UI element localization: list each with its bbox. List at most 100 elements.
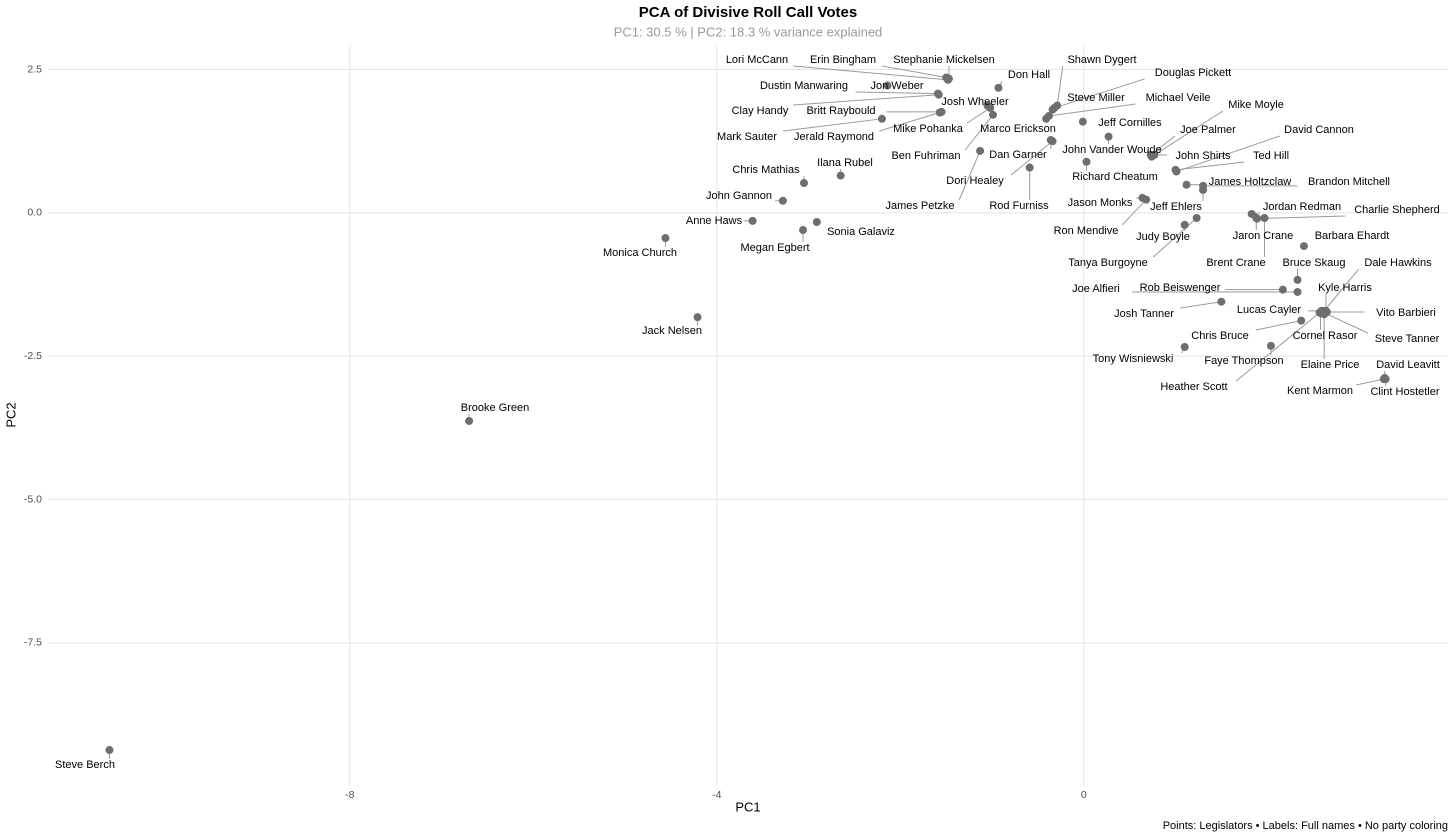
- label-connector: [1235, 312, 1320, 382]
- point-label: Ben Fuhriman: [891, 150, 960, 162]
- point-label: Kent Marmon: [1287, 385, 1353, 397]
- point-label: Jerald Raymond: [794, 131, 874, 143]
- label-connector: [1056, 65, 1064, 106]
- point-label: Don Hall: [1008, 69, 1050, 81]
- point: [1171, 165, 1180, 174]
- point: [836, 171, 845, 180]
- point-label: Steve Tanner: [1375, 333, 1440, 345]
- point-label: Jack Nelsen: [642, 325, 702, 337]
- point-label: Ted Hill: [1253, 150, 1289, 162]
- label-connector: [855, 91, 938, 95]
- x-tick-label: -4: [712, 789, 721, 801]
- point-label: Jason Monks: [1068, 197, 1133, 209]
- y-axis-label: PC2: [3, 402, 18, 427]
- point: [812, 218, 821, 227]
- point-label: Lucas Cayler: [1237, 304, 1302, 316]
- label-connector: [1121, 199, 1147, 226]
- point-label: Mark Sauter: [717, 131, 777, 143]
- label-connector: [958, 150, 981, 201]
- point-label: Joe Alfieri: [1072, 283, 1120, 295]
- point: [1293, 275, 1302, 284]
- label-connector: [792, 94, 939, 106]
- point-label: Chris Mathias: [732, 164, 800, 176]
- point-label: Bruce Skaug: [1283, 257, 1346, 269]
- point-label: James Petzke: [885, 200, 954, 212]
- point: [1293, 287, 1302, 296]
- point-label: Kyle Harris: [1318, 282, 1372, 294]
- point: [883, 81, 892, 90]
- point-label: Monica Church: [603, 247, 677, 259]
- point-label: Clay Handy: [732, 105, 789, 117]
- label-connector: [1323, 268, 1360, 312]
- label-connector: [1151, 110, 1224, 158]
- point: [1217, 297, 1226, 306]
- point: [1278, 285, 1287, 294]
- point-label: Tony Wisniewski: [1093, 353, 1174, 365]
- point: [1048, 105, 1057, 114]
- label-connector: [1054, 78, 1145, 109]
- point-label: Heather Scott: [1160, 381, 1227, 393]
- point: [1142, 195, 1151, 204]
- label-connector: [1153, 217, 1197, 258]
- point: [1082, 157, 1091, 166]
- point-label: David Cannon: [1284, 124, 1354, 136]
- point-label: Douglas Pickett: [1155, 67, 1231, 79]
- point: [1199, 185, 1208, 194]
- point-label: Josh Tanner: [1114, 308, 1174, 320]
- point-label: Brandon Mitchell: [1308, 176, 1390, 188]
- point-label: Ron Mendive: [1054, 225, 1119, 237]
- point-label: Jon Weber: [871, 80, 924, 92]
- point-label: Jaron Crane: [1233, 230, 1294, 242]
- point-label: Erin Bingham: [810, 54, 876, 66]
- point-label: David Leavitt: [1376, 359, 1440, 371]
- point-label: Megan Egbert: [740, 242, 809, 254]
- point: [465, 416, 474, 425]
- point-label: Faye Thompson: [1204, 355, 1283, 367]
- label-connector: [1010, 140, 1053, 176]
- point-label: Brooke Green: [461, 402, 529, 414]
- point-label: Steve Berch: [55, 759, 115, 771]
- point-label: Dustin Manwaring: [760, 80, 848, 92]
- point-label: James Holtzclaw: [1209, 176, 1292, 188]
- point: [1299, 242, 1308, 251]
- label-connector: [1257, 215, 1346, 220]
- point-label: Dan Garner: [989, 149, 1047, 161]
- point-label: Joe Palmer: [1180, 124, 1236, 136]
- point: [799, 179, 808, 188]
- point: [944, 74, 953, 83]
- point-label: Marco Erickson: [980, 123, 1056, 135]
- x-axis-label: PC1: [735, 799, 760, 814]
- point: [1182, 180, 1191, 189]
- caption: Points: Legislators • Labels: Full names…: [1163, 820, 1448, 832]
- point-label: Clint Hostetler: [1370, 386, 1439, 398]
- point-label: Dale Hawkins: [1364, 257, 1432, 269]
- label-connector: [1176, 135, 1280, 173]
- point: [105, 746, 114, 755]
- point-label: Rod Furniss: [989, 200, 1049, 212]
- point-label: Steve Miller: [1067, 92, 1125, 104]
- label-connector: [1255, 320, 1302, 331]
- point-label: Anne Haws: [686, 215, 743, 227]
- point-label: Mike Moyle: [1228, 99, 1284, 111]
- label-connector: [1180, 301, 1222, 309]
- label-connector: [882, 65, 947, 79]
- point: [1042, 114, 1051, 123]
- point: [1078, 117, 1087, 126]
- point-label: Lori McCann: [726, 54, 788, 66]
- point: [935, 108, 944, 117]
- point-label: Ilana Rubel: [817, 157, 873, 169]
- point-label: Josh Wheeler: [941, 96, 1009, 108]
- point: [877, 114, 886, 123]
- label-connector: [1355, 378, 1384, 386]
- point: [1180, 220, 1189, 229]
- y-tick-label: -2.5: [24, 350, 42, 362]
- point: [1266, 341, 1275, 350]
- point-label: Shawn Dygert: [1067, 54, 1136, 66]
- point-label: Charlie Shepherd: [1354, 204, 1440, 216]
- point-label: John Gannon: [706, 190, 772, 202]
- point-label: Cornel Rasor: [1293, 330, 1358, 342]
- point-label: Stephanie Mickelsen: [893, 54, 995, 66]
- point: [661, 234, 670, 243]
